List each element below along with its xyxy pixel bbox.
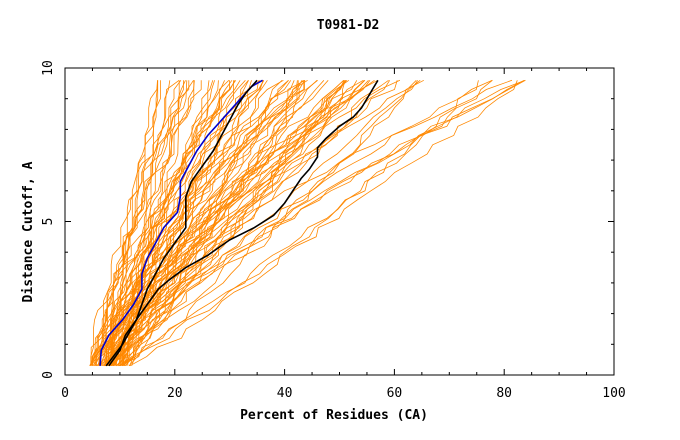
model-curve [114,79,375,366]
x-tick-label: 100 [602,386,625,401]
y-axis-label: Distance Cutoff, A [21,161,36,302]
model-curve [90,80,158,366]
model-curve [118,79,493,367]
model-curve [122,79,378,366]
y-tick-label: 5 [41,218,56,226]
model-curve [110,80,365,366]
model-curve [92,79,180,366]
model-curve [131,79,525,366]
model-curve [98,80,345,366]
model-curve [96,80,289,366]
x-tick-label: 80 [496,386,512,401]
x-tick-label: 20 [167,386,183,401]
model-curve [92,80,241,366]
series-line [99,79,263,366]
model-curve [91,80,230,366]
model-curve [125,79,526,367]
x-axis-label: Percent of Residues (CA) [240,408,428,423]
model-curve [103,80,259,367]
model-curve [104,80,202,367]
x-tick-label: 40 [277,386,293,401]
model-curve [97,80,346,366]
series-line [105,79,379,367]
model-curve [94,80,182,366]
chart-title: T0981-D2 [317,18,380,33]
model-curve [104,79,421,367]
model-curve [110,79,513,366]
y-tick-label: 10 [41,60,56,76]
model-curve [114,80,305,366]
model-curve [106,80,159,366]
model-curve [107,79,526,366]
model-curve [109,79,284,366]
model-curve [90,80,186,366]
axis-ticks [64,67,615,376]
model-curve [118,80,518,367]
background-curves [89,79,526,367]
y-tick-label: 0 [41,371,56,379]
x-tick-label: 60 [387,386,403,401]
model-curve [118,80,391,366]
model-curve [89,79,364,366]
model-curve [93,79,401,366]
x-axis-tick-labels: 0 20 40 60 80 100 [61,386,626,401]
model-curve [104,80,417,367]
y-axis-tick-labels: 0 5 10 [41,60,56,379]
highlight-curves [99,79,379,367]
x-tick-label: 0 [61,386,69,401]
model-curve [92,80,329,367]
model-curve [90,80,210,367]
model-curve [120,79,424,367]
model-curve [123,79,493,366]
